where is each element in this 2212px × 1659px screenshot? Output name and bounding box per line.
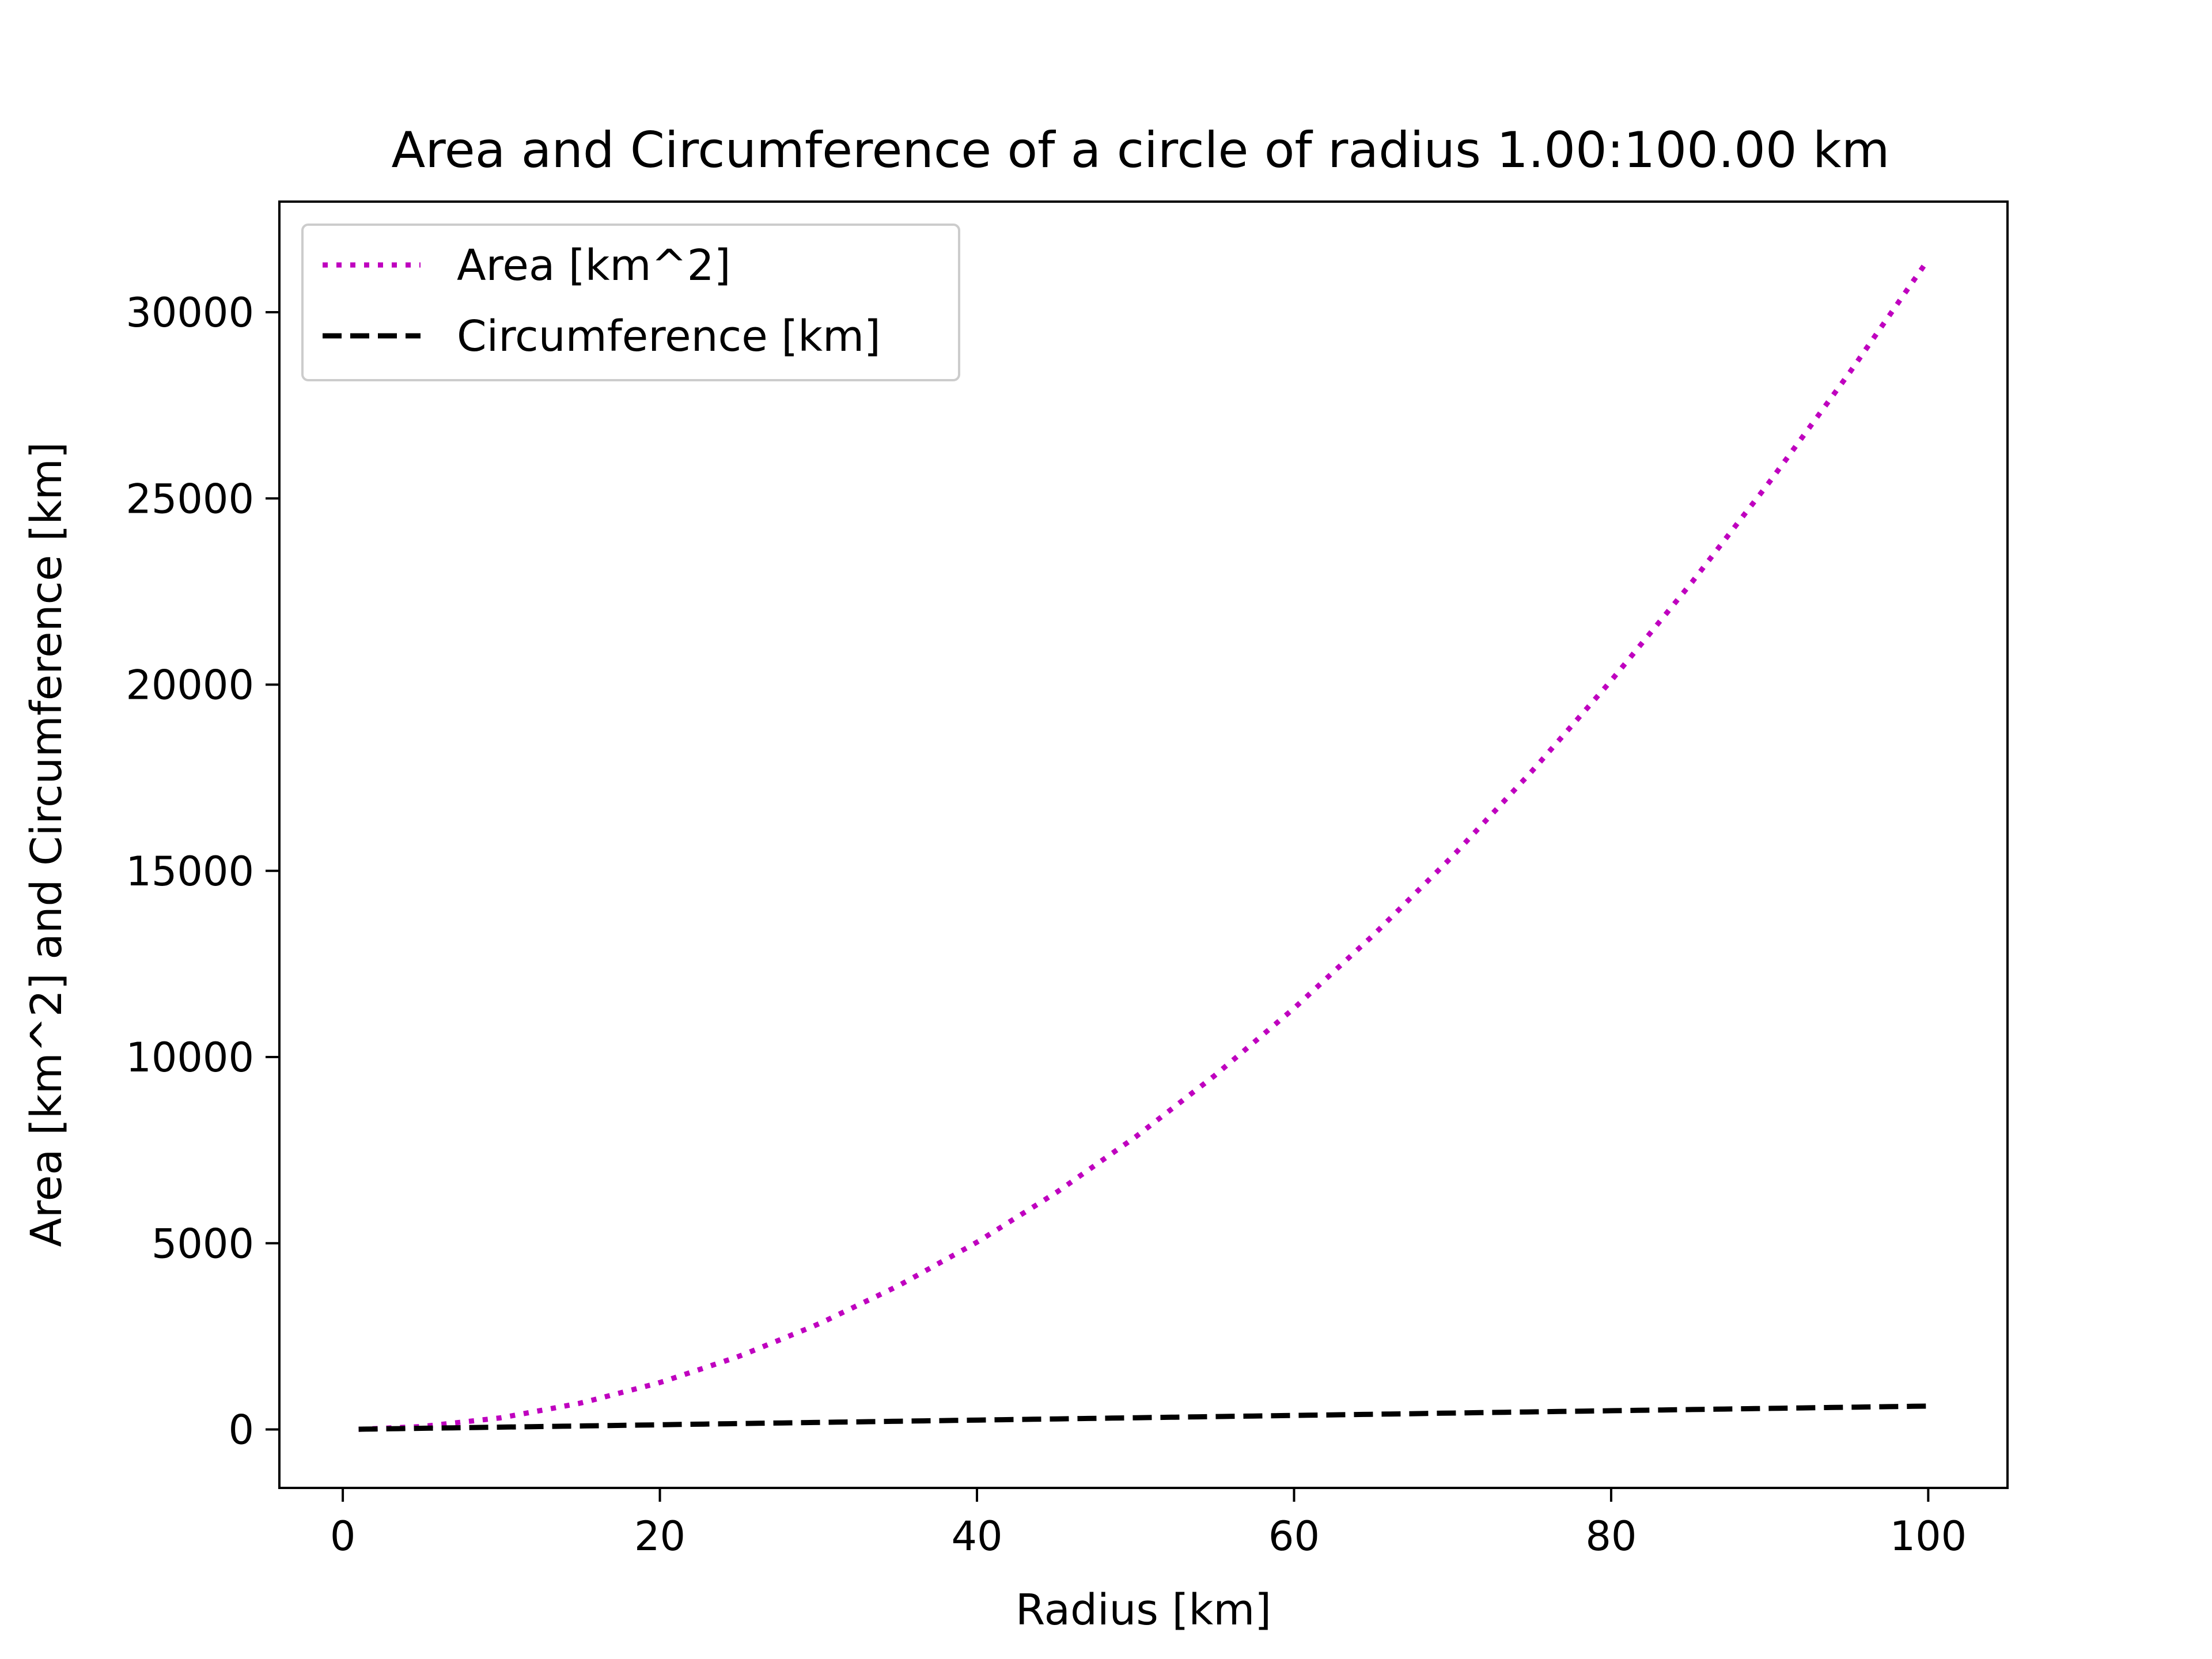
y-tick-label: 0: [228, 1407, 254, 1454]
x-axis: 0 20 40 60 80 100: [330, 1488, 1967, 1560]
legend: Area [km^2] Circumference [km]: [301, 224, 960, 381]
series-line-area: [358, 257, 1931, 1432]
y-tick-label: 20000: [126, 662, 254, 709]
y-axis: 0 5000 10000 15000 20000 25000 30000: [126, 289, 279, 1454]
plot-frame: [278, 200, 2009, 1489]
y-tick-label: 5000: [151, 1220, 254, 1267]
chart-title: Area and Circumference of a circle of ra…: [392, 122, 1890, 179]
series-line-circumference: [358, 1403, 1929, 1432]
legend-box: [301, 224, 960, 381]
x-axis-label: Radius [km]: [1016, 1585, 1271, 1635]
y-tick-label: 30000: [126, 289, 254, 336]
x-tick-label: 0: [330, 1513, 356, 1560]
x-tick-label: 100: [1890, 1513, 1967, 1560]
x-tick-label: 40: [951, 1513, 1002, 1560]
y-tick-label: 15000: [126, 848, 254, 895]
legend-label-circumference: Circumference [km]: [457, 312, 881, 361]
series-layer: [358, 257, 1931, 1432]
x-tick-label: 80: [1585, 1513, 1637, 1560]
x-tick-label: 60: [1268, 1513, 1320, 1560]
legend-label-area: Area [km^2]: [457, 241, 731, 290]
y-tick-label: 10000: [126, 1034, 254, 1081]
y-axis-label: Area [km^2] and Circumference [km]: [22, 442, 71, 1247]
y-tick-label: 25000: [126, 475, 254, 522]
x-tick-label: 20: [634, 1513, 685, 1560]
